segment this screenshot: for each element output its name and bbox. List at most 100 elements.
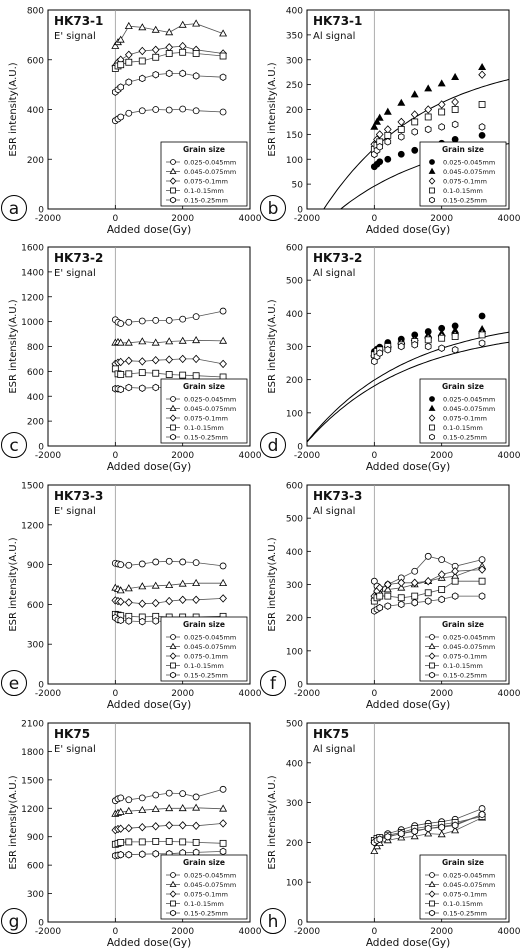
data-point [192,559,200,567]
legend-marker [169,890,177,898]
data-point [111,41,120,49]
x-axis-label: Added dose(Gy) [366,461,450,473]
data-point [219,847,227,856]
data-point [219,785,227,793]
data-point [151,45,160,54]
data-point [152,383,160,392]
legend-marker [170,662,176,669]
data-point [117,850,124,859]
legend-label: 0.075-0.1mm [443,415,487,423]
fit-curve [323,78,509,209]
data-point [411,827,419,836]
data-point [125,58,133,66]
data-point [376,349,384,357]
legend-label: 0.025-0.045mm [184,396,236,404]
x-tick-label: -2000 [294,214,320,224]
panel-letter: e [9,674,19,694]
data-point [376,835,384,843]
data-point [125,617,133,625]
data-point [117,616,124,625]
y-tick-label: 1600 [21,244,44,254]
x-tick-label: 0 [112,451,118,461]
x-tick-label: 2000 [430,689,453,699]
x-tick-label: 0 [371,451,377,461]
data-point [376,603,384,612]
y-tick-label: 200 [27,418,44,428]
x-tick-label: 4000 [239,689,262,699]
data-point [138,57,146,65]
data-point [152,316,160,324]
y-tick-label: 300 [27,890,44,900]
legend-box [419,854,507,920]
panel-subtitle: Al signal [313,268,355,279]
x-axis-label: Added dose(Gy) [366,937,450,949]
series-diamond [111,819,227,835]
data-point [138,46,147,56]
y-tick-label: 1800 [21,748,44,758]
data-point [178,20,187,28]
panel-letter-circle [260,908,286,934]
data-point [438,823,445,832]
data-point [437,570,446,579]
y-tick-label: 600 [27,601,44,611]
data-point [151,338,160,346]
legend-box [419,141,507,207]
data-point [117,794,125,802]
series-diamond [111,594,227,608]
legend-label: 0.15-0.25mm [184,434,228,442]
data-point [451,592,459,600]
data-point [117,113,125,121]
y-tick-label: 100 [286,409,303,419]
data-point [192,335,201,344]
y-tick-label: 500 [286,277,303,287]
y-tick-label: 1500 [21,776,44,786]
data-point [151,581,160,589]
data-point [424,125,432,134]
series-square [111,48,227,72]
legend-marker [429,433,435,441]
panel-letter: b [268,199,279,219]
y-tick-label: 50 [292,181,304,191]
data-point [397,829,405,838]
y-tick-label: 400 [286,548,303,558]
legend-label: 0.025-0.045mm [443,396,495,404]
data-point [375,583,384,592]
data-point [478,556,486,564]
y-tick-label: 1200 [21,805,44,815]
legend-marker [428,652,436,660]
y-axis-label: ESR intensity(A.U.) [8,299,19,393]
data-point [451,72,460,80]
data-point [411,567,419,575]
data-point [138,823,147,832]
data-point [138,617,146,626]
y-tick-label: 2100 [21,720,44,730]
x-tick-label: 0 [371,689,377,699]
data-point [116,807,125,815]
data-point [383,107,392,115]
x-tick-label: -2000 [35,927,61,937]
legend-marker [428,890,436,898]
legend-box [160,141,248,207]
legend-marker [429,909,435,917]
panel-letter-circle [1,195,27,221]
data-point [192,72,200,80]
data-point [424,824,432,833]
y-tick-label: 400 [286,759,303,769]
legend-label: 0.15-0.25mm [443,434,487,442]
data-point [138,337,147,345]
panel-title: HK73-3 [54,489,103,503]
legend-box [160,854,248,920]
data-point [375,113,384,121]
legend-marker [428,177,436,185]
data-point [376,143,384,151]
y-tick-label: 100 [286,647,303,657]
data-point [165,580,174,588]
data-point [411,146,419,154]
data-point [125,318,133,326]
data-point [438,123,445,131]
y-tick-label: 1400 [21,268,44,278]
